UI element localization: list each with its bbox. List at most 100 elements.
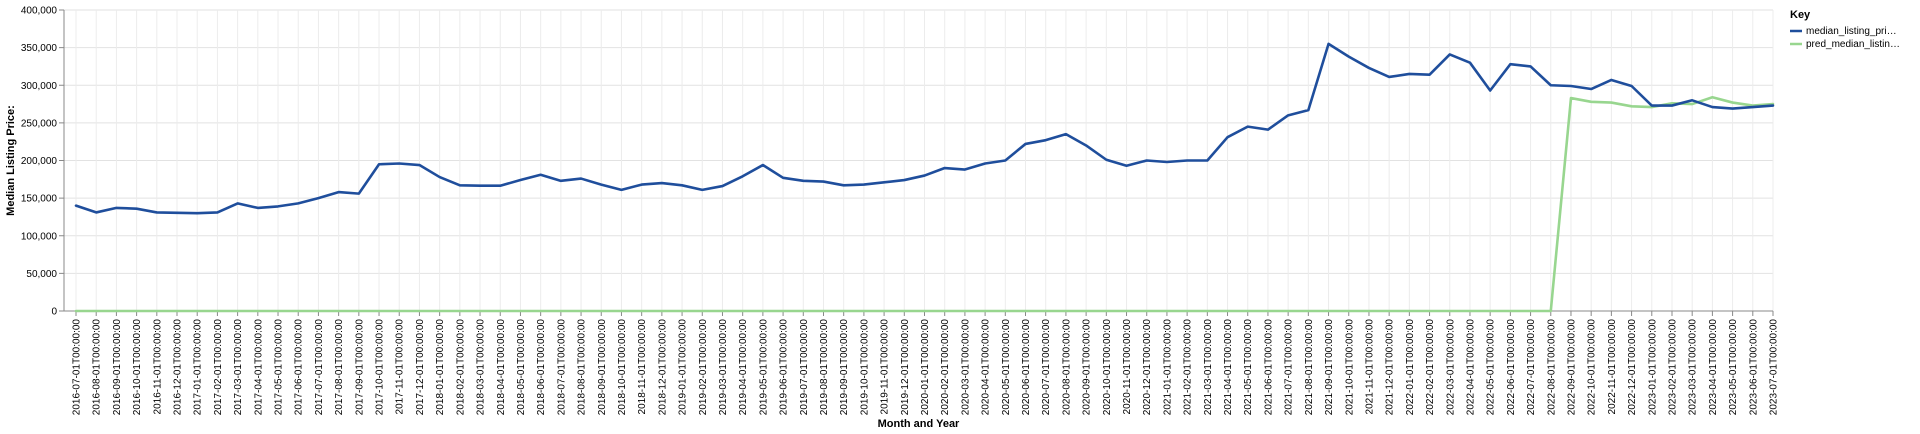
series-lines xyxy=(74,42,1775,313)
y-tick-label: 300,000 xyxy=(21,81,58,92)
x-tick-label: 2017-02-01T00:00:00 xyxy=(213,319,224,416)
y-tick-label: 350,000 xyxy=(21,43,58,54)
x-tick-label: 2016-11-01T00:00:00 xyxy=(152,319,163,415)
x-tick-label: 2023-01-01T00:00:00 xyxy=(1647,319,1658,416)
x-tick-label: 2021-02-01T00:00:00 xyxy=(1183,319,1194,416)
x-tick-label: 2021-08-01T00:00:00 xyxy=(1304,319,1315,416)
x-tick-label: 2020-05-01T00:00:00 xyxy=(1001,319,1012,416)
x-tick-label: 2020-12-01T00:00:00 xyxy=(1142,319,1153,416)
x-tick-label: 2022-06-01T00:00:00 xyxy=(1506,319,1517,416)
y-tick-label: 250,000 xyxy=(21,118,58,129)
x-tick-label: 2022-11-01T00:00:00 xyxy=(1607,319,1618,415)
legend: Key median_listing_pri… pred_median_listi… xyxy=(1790,9,1900,50)
x-tick-label: 2019-10-01T00:00:00 xyxy=(859,319,870,416)
y-tick-label: 200,000 xyxy=(21,156,58,167)
x-tick-label: 2020-03-01T00:00:00 xyxy=(960,319,971,416)
x-tick-label: 2017-12-01T00:00:00 xyxy=(415,319,426,416)
x-tick-label: 2021-05-01T00:00:00 xyxy=(1243,319,1254,416)
x-tick-label: 2019-02-01T00:00:00 xyxy=(698,319,709,416)
x-tick-label: 2021-10-01T00:00:00 xyxy=(1344,319,1355,416)
x-tick-label: 2023-05-01T00:00:00 xyxy=(1728,319,1739,416)
x-tick-label: 2017-10-01T00:00:00 xyxy=(375,319,386,416)
legend-title: Key xyxy=(1790,9,1811,21)
y-tick-label: 100,000 xyxy=(21,231,58,242)
x-tick-label: 2017-04-01T00:00:00 xyxy=(253,319,264,416)
x-tick-label: 2021-07-01T00:00:00 xyxy=(1284,319,1295,416)
x-tick-label: 2019-08-01T00:00:00 xyxy=(819,319,830,416)
series-line-0 xyxy=(74,42,1775,215)
x-tick-label: 2020-06-01T00:00:00 xyxy=(1021,319,1032,416)
x-tick-label: 2022-10-01T00:00:00 xyxy=(1587,319,1598,416)
x-tick-label: 2020-08-01T00:00:00 xyxy=(1061,319,1072,416)
x-tick-label: 2018-09-01T00:00:00 xyxy=(597,319,608,416)
x-tick-label: 2018-01-01T00:00:00 xyxy=(435,319,446,416)
x-tick-label: 2022-05-01T00:00:00 xyxy=(1486,319,1497,416)
x-tick-label: 2017-05-01T00:00:00 xyxy=(274,319,285,416)
y-tick-label: 150,000 xyxy=(21,194,58,205)
x-tick-label: 2021-11-01T00:00:00 xyxy=(1364,319,1375,415)
x-tick-label: 2021-06-01T00:00:00 xyxy=(1263,319,1274,416)
x-tick-label: 2020-04-01T00:00:00 xyxy=(981,319,992,416)
x-tick-label: 2018-04-01T00:00:00 xyxy=(496,319,507,416)
x-tick-label: 2018-03-01T00:00:00 xyxy=(476,319,487,416)
y-tick-label: 400,000 xyxy=(21,6,58,17)
x-tick-label: 2022-07-01T00:00:00 xyxy=(1526,319,1537,416)
x-tick-label: 2023-04-01T00:00:00 xyxy=(1708,319,1719,416)
y-tick-label: 0 xyxy=(51,307,57,318)
x-tick-label: 2016-10-01T00:00:00 xyxy=(132,319,143,416)
x-tick-label: 2017-03-01T00:00:00 xyxy=(233,319,244,416)
x-tick-label: 2020-10-01T00:00:00 xyxy=(1102,319,1113,416)
x-tick-label: 2022-08-01T00:00:00 xyxy=(1546,319,1557,416)
x-tick-label: 2016-09-01T00:00:00 xyxy=(112,319,123,416)
x-tick-label: 2020-01-01T00:00:00 xyxy=(920,319,931,416)
x-tick-label: 2021-09-01T00:00:00 xyxy=(1324,319,1335,416)
x-tick-label: 2019-06-01T00:00:00 xyxy=(779,319,790,416)
x-tick-label: 2019-04-01T00:00:00 xyxy=(738,319,749,416)
x-tick-label: 2020-09-01T00:00:00 xyxy=(1082,319,1093,416)
x-tick-label: 2019-05-01T00:00:00 xyxy=(758,319,769,416)
x-tick-label: 2020-11-01T00:00:00 xyxy=(1122,319,1133,415)
x-tick-label: 2018-12-01T00:00:00 xyxy=(657,319,668,416)
x-tick-label: 2021-01-01T00:00:00 xyxy=(1162,319,1173,416)
x-tick-label: 2017-06-01T00:00:00 xyxy=(294,319,305,416)
x-tick-label: 2023-06-01T00:00:00 xyxy=(1748,319,1759,416)
legend-entry-label: pred_median_listin… xyxy=(1806,39,1900,50)
x-tick-label: 2018-08-01T00:00:00 xyxy=(577,319,588,416)
x-tick-label: 2017-09-01T00:00:00 xyxy=(354,319,365,416)
x-tick-label: 2017-08-01T00:00:00 xyxy=(334,319,345,416)
x-tick-label: 2023-02-01T00:00:00 xyxy=(1667,319,1678,416)
x-tick-label: 2017-01-01T00:00:00 xyxy=(193,319,204,416)
x-tick-label: 2023-03-01T00:00:00 xyxy=(1688,319,1699,416)
x-tick-label: 2018-10-01T00:00:00 xyxy=(617,319,628,416)
x-tick-label: 2018-11-01T00:00:00 xyxy=(637,319,648,415)
y-tick-label: 50,000 xyxy=(26,269,57,280)
x-tick-label: 2017-11-01T00:00:00 xyxy=(395,319,406,415)
x-tick-label: 2022-03-01T00:00:00 xyxy=(1445,319,1456,416)
x-tick-label: 2016-08-01T00:00:00 xyxy=(92,319,103,416)
gridlines xyxy=(64,9,1774,312)
x-tick-label: 2016-12-01T00:00:00 xyxy=(173,319,184,416)
x-tick-label: 2020-07-01T00:00:00 xyxy=(1041,319,1052,416)
x-tick-label: 2021-03-01T00:00:00 xyxy=(1203,319,1214,416)
x-tick-label: 2019-11-01T00:00:00 xyxy=(880,319,891,415)
x-tick-label: 2021-04-01T00:00:00 xyxy=(1223,319,1234,416)
x-tick-label: 2019-07-01T00:00:00 xyxy=(799,319,810,416)
x-tick-label: 2022-01-01T00:00:00 xyxy=(1405,319,1416,416)
x-tick-label: 2018-07-01T00:00:00 xyxy=(556,319,567,416)
x-tick-label: 2019-01-01T00:00:00 xyxy=(678,319,689,416)
series-line-1 xyxy=(74,95,1775,313)
x-tick-label: 2021-12-01T00:00:00 xyxy=(1385,319,1396,416)
y-axis-title: Median Listing Price: xyxy=(5,105,17,216)
x-tick-label: 2022-09-01T00:00:00 xyxy=(1566,319,1577,416)
x-tick-label: 2018-06-01T00:00:00 xyxy=(536,319,547,416)
x-tick-label: 2022-02-01T00:00:00 xyxy=(1425,319,1436,416)
x-tick-label: 2019-03-01T00:00:00 xyxy=(718,319,729,416)
legend-entry-label: median_listing_pri… xyxy=(1806,26,1897,37)
x-tick-label: 2019-12-01T00:00:00 xyxy=(900,319,911,416)
x-axis-title: Month and Year xyxy=(878,418,960,430)
x-tick-label: 2020-02-01T00:00:00 xyxy=(940,319,951,416)
x-tick-label: 2023-07-01T00:00:00 xyxy=(1769,319,1780,416)
x-tick-label: 2022-12-01T00:00:00 xyxy=(1627,319,1638,416)
x-tick-label: 2019-09-01T00:00:00 xyxy=(839,319,850,416)
